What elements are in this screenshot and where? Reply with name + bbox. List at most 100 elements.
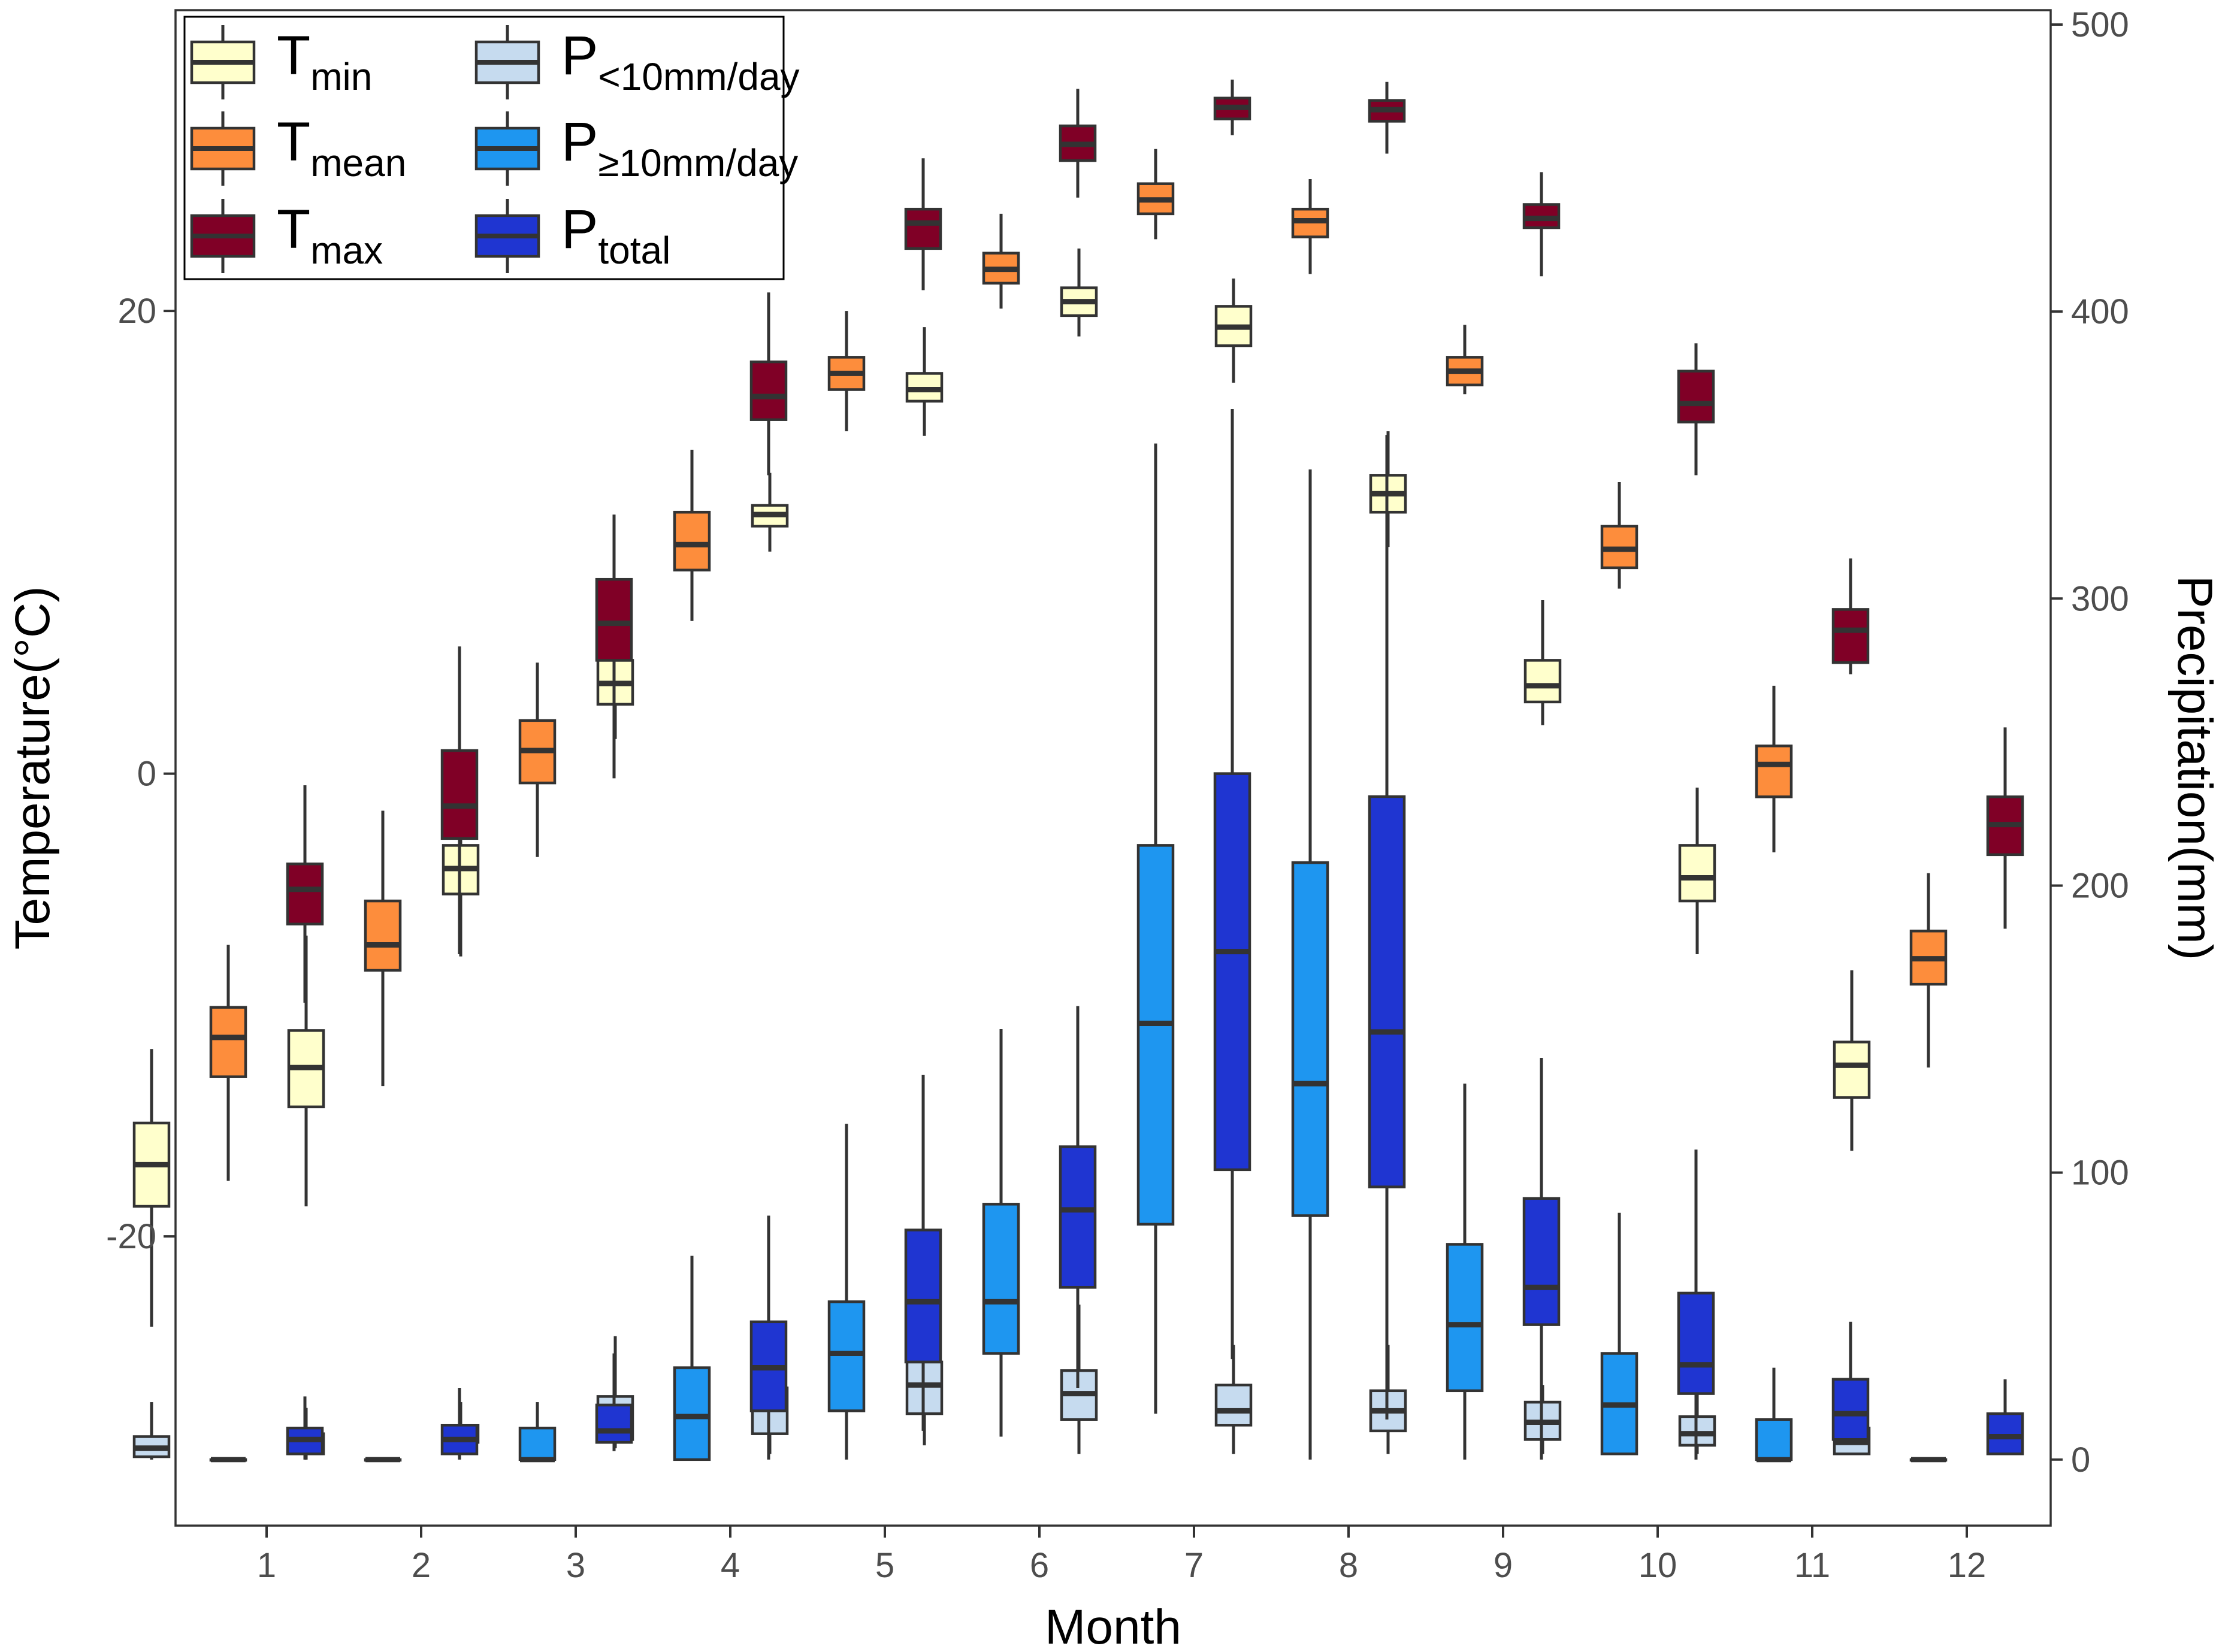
box-tmean-month-11 (1755, 685, 1793, 852)
x-tick-label: 11 (1794, 1546, 1830, 1585)
box-tmax-month-1 (286, 785, 324, 1003)
legend-label-sub: mean (310, 141, 406, 184)
left-tick-label: -20 (106, 1217, 156, 1256)
box-plt10-month-8 (1214, 1345, 1253, 1454)
box-iqr (1136, 844, 1175, 1226)
box-iqr (904, 1229, 942, 1364)
box-ptotal-month-11 (1831, 1321, 1870, 1441)
box-iqr (364, 899, 402, 972)
box-ptotal-month-4 (749, 1215, 788, 1460)
x-tick-label: 5 (875, 1546, 894, 1585)
box-pge10-month-3 (518, 1402, 557, 1463)
legend-item-tmean: Tmean (190, 111, 406, 186)
box-iqr (1677, 370, 1715, 423)
legend-label: Tmax (277, 199, 383, 272)
right-tick-label: 300 (2071, 579, 2129, 618)
box-tmin-month-7 (1060, 248, 1098, 337)
box-tmin-month-10 (1523, 600, 1562, 725)
left-axis-ticks: -20 0 20 (106, 292, 176, 1256)
box-tmax-month-10 (1677, 343, 1715, 476)
x-tick-label: 6 (1030, 1546, 1049, 1585)
box-pge10-month-6 (982, 1029, 1020, 1437)
box-iqr (827, 1300, 866, 1412)
box-tmax-month-11 (1831, 558, 1870, 674)
box-iqr (1678, 844, 1716, 903)
box-iqr (1213, 772, 1251, 1172)
box-ptotal-month-6 (1059, 1006, 1097, 1388)
right-tick-label: 400 (2071, 292, 2129, 331)
box-pge10-month-10 (1600, 1212, 1638, 1456)
box-tmax-month-9 (1522, 172, 1561, 277)
legend-label-main: T (277, 25, 310, 86)
box-ptotal-month-5 (904, 1075, 942, 1431)
box-tmax-month-3 (595, 515, 633, 779)
legend-label: P≥10mm/day (561, 111, 798, 184)
legend-label: Tmean (277, 111, 406, 184)
legend-label-main: P (561, 25, 598, 86)
box-tmax-month-4 (749, 292, 788, 476)
box-iqr (749, 360, 788, 421)
box-tmean-month-7 (1136, 149, 1175, 240)
box-pge10-month-4 (673, 1255, 711, 1462)
legend-label-main: T (277, 111, 310, 173)
box-pge10-month-7 (1136, 443, 1175, 1414)
box-iqr (904, 207, 942, 250)
box-iqr (1446, 1243, 1484, 1393)
legend-label: P<10mm/day (561, 25, 800, 98)
box-iqr (440, 749, 479, 840)
legend-label-sub: <10mm/day (598, 55, 799, 98)
box-tmax-month-12 (1986, 727, 2024, 929)
legend-item-ptotal: Ptotal (474, 199, 670, 273)
box-tmax-month-5 (904, 158, 942, 291)
x-axis-title: Month (1045, 1600, 1181, 1652)
box-tmin-month-11 (1678, 787, 1716, 954)
box-iqr (1523, 659, 1562, 704)
box-tmin-month-8 (1214, 279, 1253, 383)
box-tmax-month-6 (1059, 89, 1097, 198)
box-iqr (1522, 1197, 1561, 1326)
box-ptotal-month-7 (1213, 409, 1251, 1360)
right-tick-label: 100 (2071, 1154, 2129, 1193)
y-axis-right-title: Precipitation(mm) (2167, 576, 2219, 960)
x-tick-label: 10 (1638, 1546, 1677, 1585)
legend-label-sub: total (598, 229, 670, 272)
box-tmin-month-12 (1833, 970, 1871, 1151)
box-pge10-month-5 (827, 1124, 866, 1460)
legend-label: Tmin (277, 25, 372, 98)
boxes-layer (132, 79, 2024, 1463)
box-tmean-month-2 (364, 810, 402, 1087)
box-iqr (518, 1426, 557, 1462)
right-tick-label: 200 (2071, 866, 2129, 905)
box-iqr (1291, 861, 1329, 1217)
box-tmax-month-7 (1213, 79, 1251, 135)
left-tick-label: 0 (137, 755, 156, 794)
box-tmean-month-4 (673, 449, 711, 621)
box-iqr (286, 863, 324, 925)
x-tick-label: 2 (412, 1546, 431, 1585)
legend-label-sub: min (310, 55, 372, 98)
box-iqr (1755, 1418, 1793, 1462)
x-tick-label: 4 (721, 1546, 740, 1585)
box-tmean-month-1 (209, 945, 247, 1181)
legend-item-tmax: Tmax (190, 199, 383, 273)
x-tick-label: 1 (257, 1546, 276, 1585)
box-tmax-month-8 (1368, 81, 1406, 154)
box-iqr (209, 1006, 247, 1078)
legend-label-sub: max (310, 229, 383, 272)
box-tmean-month-12 (1909, 873, 1948, 1068)
box-iqr (595, 577, 633, 662)
box-iqr (595, 1403, 633, 1444)
box-iqr (1986, 1412, 2024, 1456)
legend-label-main: P (561, 111, 598, 173)
box-iqr (982, 1203, 1020, 1355)
left-tick-label: 20 (117, 292, 156, 331)
box-iqr (1831, 608, 1870, 664)
x-axis-ticks: 1 2 3 4 5 6 7 8 9 10 11 12 (257, 1526, 1986, 1585)
y-axis-left-title: Temperature(°C) (5, 586, 60, 950)
legend-label-main: P (561, 199, 598, 260)
box-iqr (1677, 1291, 1715, 1395)
right-tick-label: 500 (2071, 5, 2129, 44)
box-iqr (1833, 1040, 1871, 1099)
box-ptotal-month-12 (1986, 1379, 2024, 1456)
